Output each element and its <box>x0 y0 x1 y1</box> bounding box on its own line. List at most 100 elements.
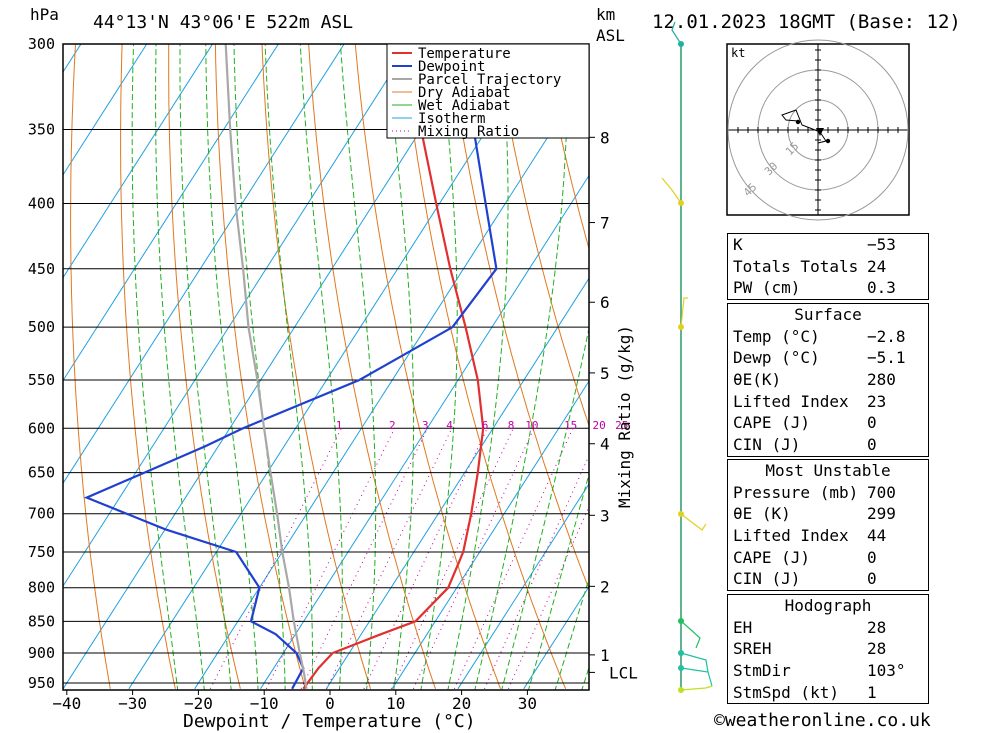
isotherm-line <box>325 277 589 690</box>
surface-temp-value: −2.8 <box>867 326 906 346</box>
surface-dewp-label: Dewp (°C) <box>733 348 820 368</box>
stmspd-label: StmSpd (kt) <box>733 682 839 702</box>
mixing-ratio-label: 1 <box>336 419 343 432</box>
hodograph-unit: kt <box>731 46 745 60</box>
mu-pressure-label: Pressure (mb) <box>733 482 859 502</box>
pressure-tick-label: 450 <box>28 260 55 278</box>
wet-adiabat-line <box>299 44 343 690</box>
km-tick-label: 4 <box>600 435 610 454</box>
dry-adiabat-line <box>447 44 589 591</box>
wet-adiabat-line <box>205 44 259 690</box>
mu-theta-value: 299 <box>867 504 896 524</box>
pressure-tick-label: 750 <box>28 543 55 561</box>
surface-title: Surface <box>794 305 862 324</box>
mixing-ratio-line <box>453 428 574 690</box>
isotherm-line <box>457 483 589 690</box>
legend-dewpoint: Dewpoint <box>418 59 485 75</box>
legend-parcel: Parcel Trajectory <box>418 72 561 88</box>
isotherm-line <box>63 44 148 176</box>
pw-value: 0.3 <box>867 278 896 298</box>
mixing-ratio-label: 4 <box>446 419 453 432</box>
wet-adiabat-line <box>501 325 589 690</box>
pressure-tick-label: 400 <box>28 194 55 212</box>
parcel-trajectory-curve <box>224 44 308 689</box>
eh-label: EH <box>733 617 753 637</box>
wet-adiabat-line <box>386 44 415 690</box>
wet-adiabat-line <box>131 44 179 690</box>
location-title: 44°13'N 43°06'E 522m ASL <box>93 12 353 33</box>
mixing-ratio-line <box>484 454 589 690</box>
hodograph-panel: kt 15 30 45 <box>726 39 910 221</box>
copyright-link[interactable]: ©weatheronline.co.uk <box>714 710 931 731</box>
stmdir-label: StmDir <box>733 661 791 681</box>
isotherm-line <box>63 44 345 485</box>
pressure-tick-label: 500 <box>28 318 55 336</box>
most-unstable-title: Most Unstable <box>765 461 891 480</box>
legend-dry-adiabat: Dry Adiabat <box>418 85 511 101</box>
mixing-ratio-label: 25 <box>615 419 628 432</box>
legend-isotherm: Isotherm <box>418 111 485 127</box>
isotherm-line <box>391 380 589 690</box>
mu-cape-label: CAPE (J) <box>733 547 811 567</box>
mu-li-label: Lifted Index <box>733 526 849 546</box>
temp-tick-label: −10 <box>250 694 279 713</box>
mixing-ratio-label: 15 <box>564 419 577 432</box>
mixing-ratio-line <box>363 428 488 690</box>
mixing-ratio-label: 6 <box>482 419 489 432</box>
dry-adiabat-line <box>308 44 436 689</box>
surface-cape-label: CAPE (J) <box>733 413 811 433</box>
pw-label: PW (cm) <box>733 278 801 298</box>
asl-label: ASL <box>596 26 625 45</box>
km-tick-label: 3 <box>600 506 610 525</box>
sreh-value: 28 <box>867 639 887 659</box>
mu-pressure-value: 700 <box>867 482 896 502</box>
mixing-ratio-line <box>209 428 342 690</box>
sreh-label: SREH <box>733 639 772 659</box>
wet-adiabat-line <box>155 44 205 690</box>
plot-frame <box>62 43 590 691</box>
isotherm-line <box>0 25 27 689</box>
surface-li-value: 23 <box>867 391 887 411</box>
temp-tick-label: 10 <box>386 694 405 713</box>
dry-adiabat-line <box>214 44 306 689</box>
km-tick-label: 2 <box>600 577 610 596</box>
k-index-value: −53 <box>867 235 896 254</box>
pressure-tick-label: 650 <box>28 464 55 482</box>
hodograph-table-title: Hodograph <box>784 596 872 615</box>
hodograph-trace <box>781 109 827 144</box>
mu-cin-value: 0 <box>867 569 877 589</box>
indices-table: K −53 Totals Totals 24 PW (cm) 0.3 <box>727 233 929 301</box>
surface-table: Surface Temp (°C) −2.8 Dewp (°C) −5.1 θE(K… <box>727 303 929 457</box>
temp-tick-label: 0 <box>325 694 335 713</box>
km-unit-label: km <box>596 5 615 24</box>
pressure-tick-label: 350 <box>28 120 55 138</box>
km-tick-label: 1 <box>600 646 610 665</box>
pressure-tick-label: 800 <box>28 579 55 597</box>
isotherm-line <box>63 44 214 279</box>
pressure-unit-label: hPa <box>30 5 59 24</box>
stmspd-value: 1 <box>867 682 877 702</box>
pressure-tick-label: 900 <box>28 644 55 662</box>
legend-temperature: Temperature <box>418 46 511 62</box>
mixing-ratio-line <box>300 428 429 690</box>
mixing-ratio-axis-title: Mixing Ratio (g/kg) <box>615 325 634 508</box>
pressure-tick-label: 300 <box>28 35 55 53</box>
dry-adiabat-line <box>261 44 371 689</box>
surface-li-label: Lifted Index <box>733 391 849 411</box>
dewpoint-curve <box>83 44 498 690</box>
surface-theta-label: θE(K) <box>733 370 782 390</box>
datetime-title: 12.01.2023 18GMT (Base: 12) <box>652 11 961 33</box>
stmdir-value: 103° <box>867 661 906 681</box>
surface-cape-value: 0 <box>867 413 877 433</box>
wet-adiabat-line <box>420 44 458 690</box>
pressure-tick-label: 600 <box>28 419 55 437</box>
hodograph-table: Hodograph EH 28 SREH 28 StmDir 103° StmSpd … <box>727 594 929 705</box>
km-tick-label: LCL <box>609 663 638 682</box>
temp-tick-label: −20 <box>184 694 213 713</box>
pressure-tick-label: 850 <box>28 612 55 630</box>
mixing-ratio-line <box>265 428 396 690</box>
legend: Temperature Dewpoint Parcel Trajectory D… <box>386 43 590 140</box>
mixing-ratio-label: 3 <box>422 419 429 432</box>
pressure-tick-label: 950 <box>28 674 55 692</box>
